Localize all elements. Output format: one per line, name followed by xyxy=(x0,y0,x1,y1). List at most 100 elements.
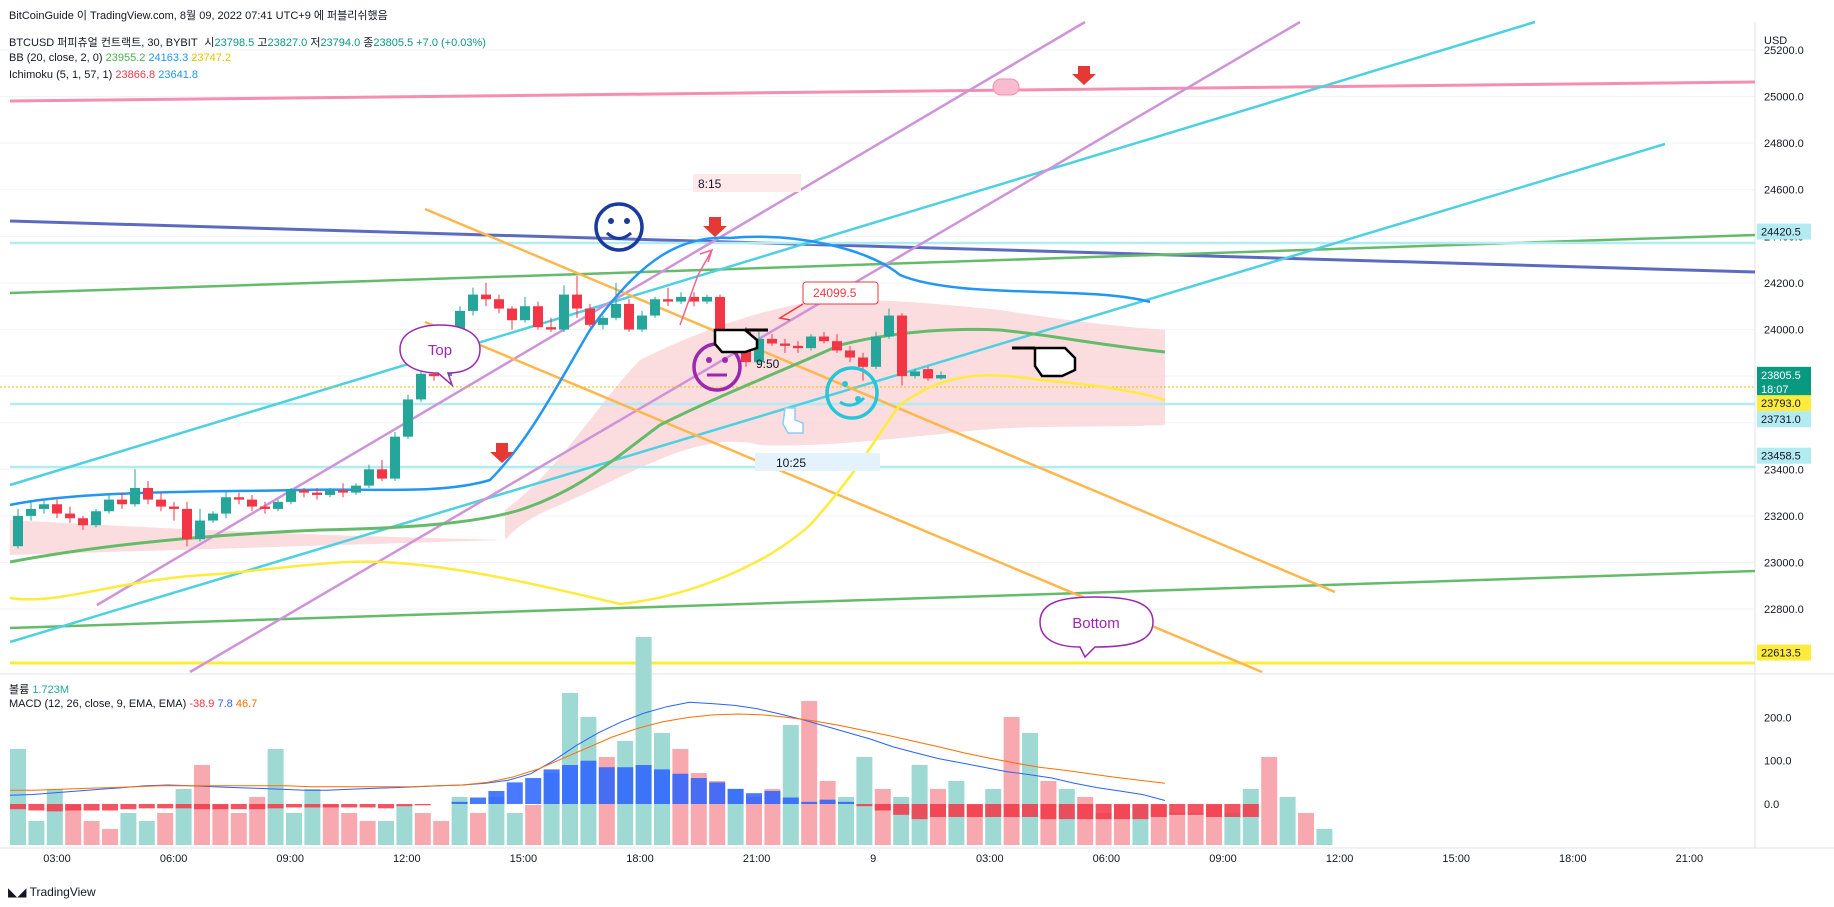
candle-body xyxy=(325,490,335,495)
macd-hist-bar xyxy=(102,804,118,811)
top-callout-label: Top xyxy=(428,342,452,359)
price-tick-label: 23200.0 xyxy=(1764,511,1804,523)
time-tick-label: 06:00 xyxy=(160,853,188,865)
time-tick-label: 15:00 xyxy=(1442,853,1470,865)
candle-body xyxy=(572,294,582,309)
time-label-1025: 10:25 xyxy=(776,456,806,470)
volume-bar xyxy=(856,757,873,845)
macd-hist-bar xyxy=(838,801,854,804)
macd-hist-bar xyxy=(580,760,597,804)
candle-body xyxy=(780,343,790,346)
macd-hist-bar xyxy=(65,804,82,811)
candle-body xyxy=(390,436,400,479)
macd-hist-bar xyxy=(819,799,836,804)
ichimoku-a-value: 23866.8 xyxy=(115,69,156,81)
volume-bar xyxy=(322,805,339,845)
macd-hist-bar xyxy=(985,804,1002,817)
open-label: 시 xyxy=(204,37,215,49)
volume-bar xyxy=(267,749,284,845)
volume-bar xyxy=(1095,813,1112,845)
volume-bar xyxy=(46,789,63,845)
hand-outline-icon xyxy=(782,407,804,434)
price-tick-label: 25200.0 xyxy=(1764,45,1804,57)
resistance-line-pink[interactable] xyxy=(9,80,1756,103)
macd-signal-line xyxy=(10,713,1166,791)
price-tick-label: 24600.0 xyxy=(1764,185,1804,197)
candle-body xyxy=(338,490,348,493)
macd-hist-bar xyxy=(1022,804,1038,817)
candle-body xyxy=(416,373,426,400)
bottom-callout[interactable] xyxy=(1039,596,1154,659)
candle-body xyxy=(221,497,231,514)
macd-hist-bar xyxy=(451,801,468,804)
descending-line-orange-upper[interactable] xyxy=(424,207,1336,594)
macd-hist-bar xyxy=(1077,804,1094,820)
volume-bar xyxy=(1242,789,1259,845)
macd-hist-bar xyxy=(83,804,100,811)
price-label-text: 23805.5 xyxy=(1761,370,1801,382)
time-axis[interactable]: 03:00 06:00 09:00 12:00 15:00 18:00 21:00 9 03:0… xyxy=(43,853,1703,865)
volume-bar xyxy=(874,789,891,845)
macd-hist-bar xyxy=(488,791,505,804)
candle-body xyxy=(13,515,23,547)
change-value: +7.0 (+0.03%) xyxy=(416,37,486,49)
macd-legend[interactable]: MACD (12, 26, close, 9, EMA, EMA) -38.9 … xyxy=(9,698,257,710)
price-label-text: 23731.0 xyxy=(1761,414,1801,426)
candle-body xyxy=(702,296,712,302)
price-note-label: 24099.5 xyxy=(813,286,857,300)
candle-body xyxy=(793,345,803,349)
candle-body xyxy=(273,501,283,509)
macd-hist-bar xyxy=(856,804,873,807)
price-label-text: 23793.0 xyxy=(1761,398,1801,410)
volume-bar xyxy=(746,797,762,845)
macd-hist-bar xyxy=(764,791,781,804)
symbol-legend[interactable]: BTCUSD 퍼피츄얼 컨트랙트, 30, BYBIT 시23798.5 고23… xyxy=(9,34,486,50)
price-note-box[interactable] xyxy=(802,281,879,305)
bb-legend[interactable]: BB (20, close, 2, 0) 23955.2 24163.3 237… xyxy=(9,52,231,64)
top-callout[interactable] xyxy=(399,324,481,388)
annotations[interactable]: 8:15 10:25 9:50 24099.5 Top Bottom xyxy=(399,66,1154,659)
macd-hist-bar xyxy=(230,804,247,810)
time-box-815[interactable] xyxy=(693,174,801,192)
close-label: 종 xyxy=(363,37,374,49)
trend-line-navy[interactable] xyxy=(9,219,1756,274)
macd-hist-bar xyxy=(525,778,542,804)
volume-bar xyxy=(782,725,799,845)
price-label-text: 23458.5 xyxy=(1761,451,1801,463)
trend-line-green-lower[interactable] xyxy=(9,569,1756,630)
macd-hist-bar xyxy=(1132,804,1149,820)
volume-bar xyxy=(212,805,229,845)
candle-body xyxy=(377,469,387,479)
candle-body xyxy=(312,492,322,495)
time-box-1025[interactable] xyxy=(755,453,880,471)
volume-bar xyxy=(83,821,100,845)
ichimoku-legend[interactable]: Ichimoku (5, 1, 57, 1) 23866.8 23641.8 xyxy=(9,69,198,81)
time-tick-label: 09:00 xyxy=(276,853,304,865)
macd-hist-bar xyxy=(746,793,762,804)
volume-bar xyxy=(414,813,431,845)
tradingview-logo[interactable]: ◣◢ TradingView xyxy=(8,885,96,899)
candle-body xyxy=(403,399,413,437)
time-label-950: 9:50 xyxy=(756,357,780,371)
candle-body xyxy=(715,296,725,339)
volume-bar xyxy=(396,805,413,845)
price-tick-label: 24000.0 xyxy=(1764,325,1804,337)
macd-hist-bar xyxy=(286,804,302,808)
candle-body xyxy=(819,336,829,342)
candle-body xyxy=(351,485,361,493)
volume-bar xyxy=(1316,829,1333,845)
time-tick-label: 03:00 xyxy=(43,853,71,865)
candle-body xyxy=(845,350,855,358)
macd-line-value: 7.8 xyxy=(217,698,233,710)
macd-hist-bar xyxy=(1040,804,1057,820)
macd-hist-bar xyxy=(911,804,928,820)
channel-line-cyan-lower[interactable] xyxy=(9,142,1666,644)
candle-body xyxy=(520,306,530,321)
channel-line-cyan-upper[interactable] xyxy=(9,20,1536,487)
price-label-badge xyxy=(1757,447,1811,464)
volume-legend[interactable]: 볼륨 1.723M xyxy=(9,681,69,697)
price-axis[interactable]: 25200.025000.024800.024600.024400.024200… xyxy=(1757,45,1811,661)
volume-bar xyxy=(433,821,450,845)
price-label-badge xyxy=(1757,366,1811,383)
